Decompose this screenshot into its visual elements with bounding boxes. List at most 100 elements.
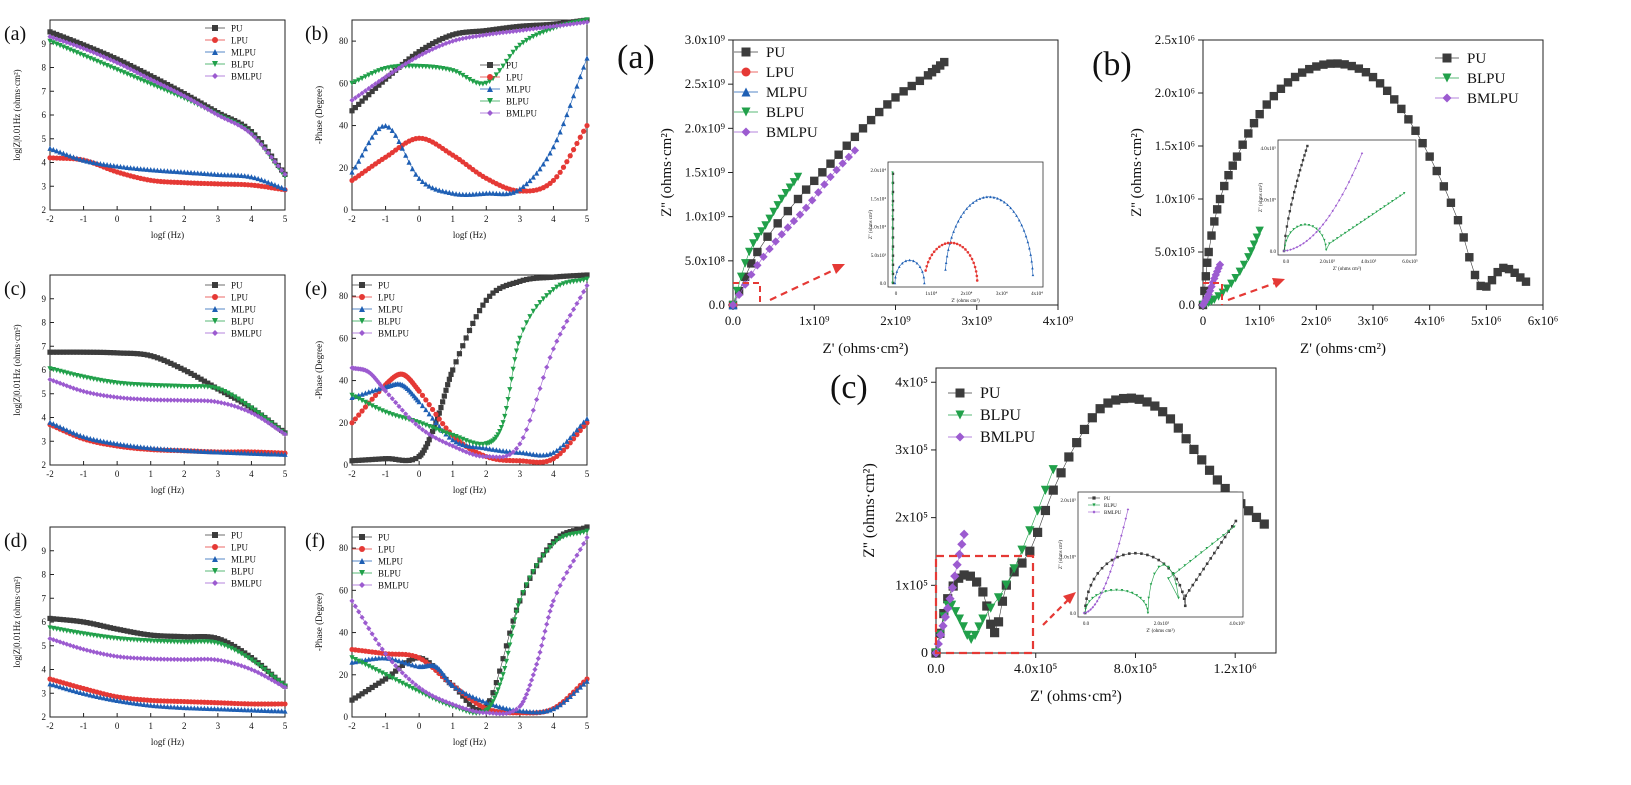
- marker-bmlpu: [1204, 290, 1213, 299]
- marker-bmlpu: [171, 656, 177, 662]
- marker-mlpu: [534, 709, 540, 715]
- marker-pu: [369, 684, 375, 691]
- marker-bmlpu: [242, 126, 248, 132]
- marker-mlpu: [1020, 223, 1023, 227]
- marker-mlpu: [265, 451, 271, 457]
- marker-pu: [117, 58, 124, 64]
- marker-pu: [114, 626, 120, 632]
- marker-bmlpu: [483, 32, 489, 38]
- marker-pu: [50, 616, 56, 622]
- x-tick-label: -1: [382, 469, 390, 479]
- marker-pu: [366, 92, 372, 98]
- legend-label-mlpu: MLPU: [231, 555, 257, 565]
- inset-x-tick-label: 4.0x10⁵: [1361, 259, 1377, 265]
- marker-mlpu: [429, 185, 436, 191]
- marker-bmlpu: [359, 614, 365, 620]
- marker-mlpu: [94, 437, 100, 443]
- marker-blpu: [765, 214, 774, 223]
- marker-mlpu: [527, 451, 533, 457]
- marker-pu: [77, 349, 83, 355]
- x-axis-label: logf (Hz): [151, 230, 184, 240]
- marker-bmlpu: [581, 19, 587, 26]
- y-axis-label: log|Z|0.01Hz (ohms·cm²): [12, 324, 22, 415]
- marker-lpu: [930, 253, 934, 257]
- marker-blpu: [581, 277, 587, 283]
- marker-pu: [446, 33, 452, 39]
- marker-pu: [111, 55, 117, 61]
- marker-mlpu: [252, 450, 258, 456]
- marker-blpu: [174, 383, 181, 389]
- marker-bmlpu: [211, 656, 218, 663]
- series-line: [351, 526, 588, 711]
- marker-mlpu: [121, 698, 127, 705]
- marker-blpu: [158, 85, 164, 91]
- marker-pu: [1116, 555, 1119, 559]
- marker-pu: [990, 628, 1000, 638]
- marker-mlpu: [215, 171, 221, 177]
- marker-blpu: [567, 279, 573, 285]
- marker-mlpu: [581, 419, 587, 425]
- marker-bmlpu: [473, 452, 479, 458]
- marker-blpu: [1399, 194, 1402, 198]
- marker-bmlpu: [943, 603, 953, 613]
- marker-bmlpu: [235, 122, 241, 128]
- marker-mlpu: [242, 707, 248, 713]
- marker-lpu: [443, 425, 449, 431]
- marker-lpu: [212, 544, 218, 550]
- marker-pu: [866, 115, 876, 125]
- marker-bmlpu: [54, 379, 60, 385]
- marker-mlpu: [948, 242, 952, 245]
- marker-bmlpu: [500, 454, 506, 460]
- marker-blpu: [174, 639, 181, 645]
- marker-pu: [1201, 272, 1211, 281]
- marker-blpu: [466, 77, 473, 83]
- marker-blpu: [161, 638, 167, 645]
- marker-blpu: [178, 639, 184, 645]
- marker-mlpu: [107, 696, 114, 702]
- marker-pu: [490, 27, 496, 33]
- marker-blpu: [508, 376, 515, 383]
- marker-pu: [1173, 423, 1183, 433]
- marker-pu: [507, 630, 513, 636]
- marker-blpu: [520, 327, 526, 333]
- inset-x-axis-label: Z' (ohms cm²): [1333, 266, 1362, 272]
- zoom-arrow-b: [1227, 280, 1279, 302]
- marker-blpu: [47, 38, 53, 44]
- marker-pu: [959, 570, 969, 580]
- marker-blpu: [151, 638, 157, 644]
- marker-bmlpu: [389, 659, 395, 665]
- marker-blpu: [1146, 607, 1149, 611]
- marker-pu: [577, 272, 583, 278]
- marker-mlpu: [174, 447, 181, 453]
- marker-blpu: [793, 172, 803, 182]
- marker-mlpu: [1024, 234, 1028, 238]
- marker-mlpu: [517, 708, 523, 714]
- marker-bmlpu: [456, 704, 463, 710]
- marker-mlpu: [268, 451, 275, 457]
- marker-mlpu: [453, 685, 459, 691]
- marker-blpu: [507, 54, 513, 60]
- marker-mlpu: [238, 706, 244, 713]
- marker-blpu: [1167, 577, 1170, 580]
- marker-pu: [470, 320, 476, 327]
- marker-bmlpu: [381, 386, 387, 392]
- inset-series-blpu: [891, 171, 894, 285]
- marker-pu: [480, 302, 486, 308]
- marker-bmlpu: [527, 26, 533, 32]
- marker-bmlpu: [84, 389, 90, 395]
- marker-pu: [164, 81, 171, 88]
- marker-blpu: [1299, 224, 1303, 227]
- series-bmlpu: [349, 19, 590, 103]
- marker-blpu: [1235, 267, 1245, 277]
- x-tick-label: -2: [46, 721, 54, 731]
- marker-bmlpu: [497, 30, 503, 36]
- marker-mlpu: [466, 692, 473, 698]
- marker-pu: [215, 636, 221, 642]
- marker-bmlpu: [525, 687, 531, 693]
- marker-mlpu: [362, 146, 369, 152]
- marker-pu: [487, 62, 493, 68]
- y-tick-label: 0: [344, 712, 349, 722]
- marker-pu: [205, 380, 211, 386]
- marker-mlpu: [275, 708, 281, 714]
- legend-label-blpu: BLPU: [378, 569, 402, 579]
